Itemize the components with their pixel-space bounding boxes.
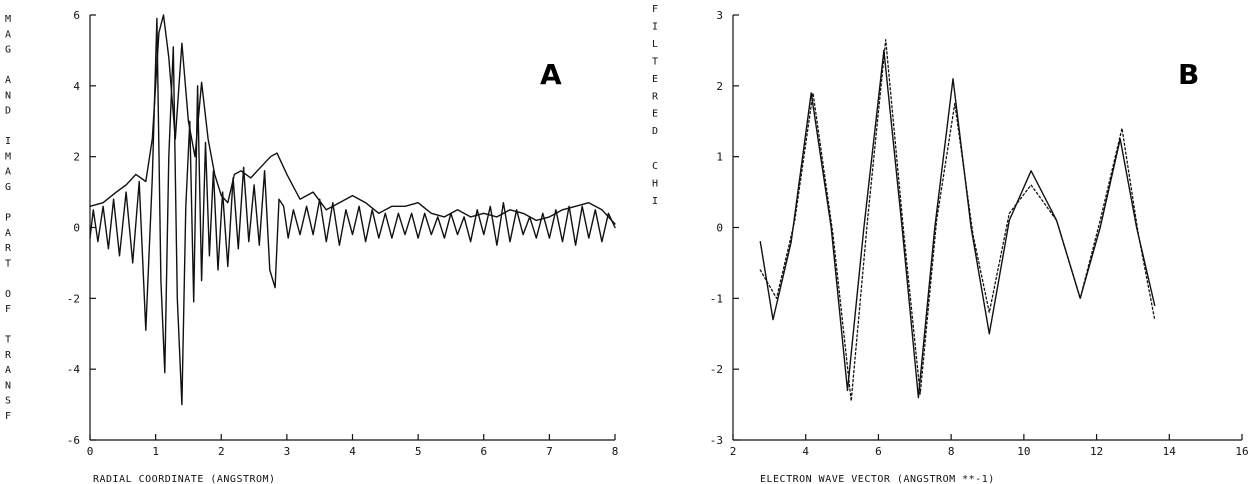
panel-a-x-tick-label: 0 <box>87 445 94 458</box>
panel-b-x-tick-label: 6 <box>875 445 882 458</box>
panel-a-x-tick-label: 2 <box>218 445 225 458</box>
panel-b-series-1-line <box>759 49 1156 399</box>
panel-a-x-tick-label: 6 <box>480 445 487 458</box>
panel-b-label: B <box>1178 58 1199 91</box>
panel-b-y-tick-label: -1 <box>710 292 723 305</box>
panel-b-x-tick-label: 2 <box>730 445 737 458</box>
panel-a-x-tick-label: 5 <box>415 445 422 458</box>
panel-b-x-tick-label: 8 <box>948 445 955 458</box>
panel-b-y-tick-label: -2 <box>710 363 723 376</box>
panel-a-y-tick-label: -2 <box>67 292 80 305</box>
panel-b: B ELECTRON WAVE VECTOR (ANGSTROM **-1) 2… <box>652 4 1249 484</box>
panel-a-y-tick-label: 0 <box>73 222 80 235</box>
panel-b-y-tick-label: 3 <box>716 9 723 22</box>
panel-a-x-tick-label: 8 <box>612 445 619 458</box>
panel-b-x-tick-label: 16 <box>1235 445 1248 458</box>
panel-a-x-tick-label: 1 <box>152 445 159 458</box>
panel-b-x-tick-label: 4 <box>802 445 809 458</box>
panel-b-y-tick-label: 1 <box>716 151 723 164</box>
panel-b-y-tick-label: -3 <box>710 434 723 447</box>
panel-a-y-tick-label: 6 <box>73 9 80 22</box>
panel-b-x-tick-label: 10 <box>1017 445 1030 458</box>
panel-a-y-tick-label: 2 <box>73 151 80 164</box>
panel-b-series-2-line <box>759 39 1156 402</box>
panel-a: A RADIAL COORDINATE (ANGSTROM) 0 1 2 3 4 5 6 7 8… <box>5 9 618 484</box>
panel-b-x-axis-label: ELECTRON WAVE VECTOR (ANGSTROM **-1) <box>760 474 995 484</box>
panel-b-x-tick-label: 14 <box>1163 445 1177 458</box>
panel-a-series-2-line <box>89 17 616 406</box>
panel-a-y-tick-label: 4 <box>73 80 80 93</box>
panel-a-label: A <box>540 58 562 91</box>
panel-a-x-axis-label: RADIAL COORDINATE (ANGSTROM) <box>93 474 276 484</box>
panel-a-x-tick-label: 4 <box>349 445 356 458</box>
panel-b-x-tick-label: 12 <box>1090 445 1103 458</box>
panel-a-y-tick-label: -6 <box>67 434 80 447</box>
panel-a-x-tick-label: 3 <box>284 445 291 458</box>
panel-b-y-tick-label: 0 <box>716 222 723 235</box>
panel-b-y-tick-label: 2 <box>716 80 723 93</box>
panel-a-y-tick-label: -4 <box>67 363 81 376</box>
panel-a-x-tick-label: 7 <box>546 445 553 458</box>
